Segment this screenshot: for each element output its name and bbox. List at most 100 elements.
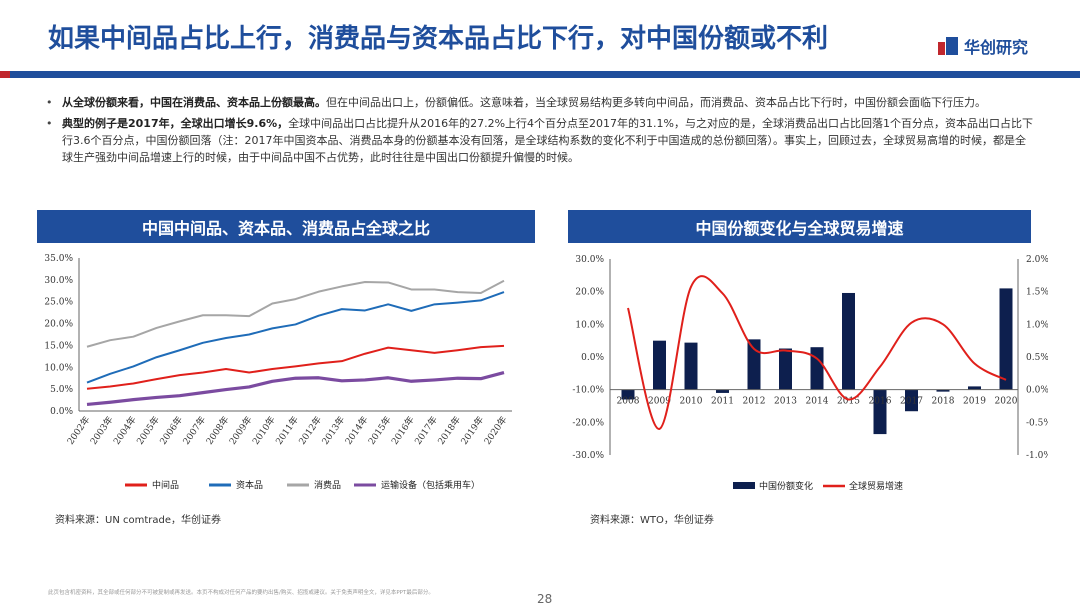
series-line-全球贸易增速 (627, 275, 1007, 430)
bar-2014 (810, 347, 824, 390)
bar-2008 (621, 389, 635, 400)
x-tick-label: 2018年 (435, 414, 463, 447)
series-line-消费品 (86, 279, 505, 348)
y-tick-label: 15.0% (44, 341, 73, 351)
x-tick-label: 2016 (869, 397, 892, 407)
y-left-tick-label: 20.0% (575, 288, 604, 298)
bar-2010 (684, 342, 698, 390)
bar-2009 (653, 340, 666, 390)
left-chart-source: 资料来源：UN comtrade，华创证券 (55, 515, 221, 526)
y-right-tick-label: 1.0% (1026, 320, 1048, 330)
brand-logo-text: 华创研究 (963, 38, 1028, 57)
x-tick-label: 2007年 (180, 414, 208, 447)
y-left-tick-label: -30.0% (572, 451, 604, 461)
x-tick-label: 2012 (743, 397, 766, 407)
bullet-item: 典型的例子是2017年，全球出口增长9.6%，全球中间品出口占比提升从2016年… (44, 115, 1034, 166)
bar-2011 (716, 389, 729, 393)
left-chart-heading: 中国中间品、资本品、消费品占全球之比 (37, 210, 535, 243)
y-tick-label: 5.0% (50, 385, 73, 395)
legend-swatch (733, 482, 755, 489)
y-tick-label: 25.0% (44, 298, 73, 308)
bullet-lead: 从全球份额来看，中国在消费品、资本品上份额最高。 (62, 96, 326, 109)
x-tick-label: 2011 (711, 397, 734, 407)
y-right-tick-label: 0.5% (1026, 353, 1048, 363)
bar-2013 (779, 348, 792, 390)
header-rule (0, 71, 1080, 78)
legend-label: 中间品 (152, 479, 179, 491)
bar-2015 (842, 292, 855, 390)
y-tick-label: 20.0% (44, 320, 73, 330)
x-tick-label: 2015 (837, 397, 860, 407)
x-tick-label: 2010 (680, 397, 703, 407)
x-tick-label: 2008年 (203, 414, 231, 447)
bullet-lead: 典型的例子是2017年，全球出口增长9.6%， (62, 117, 289, 130)
bar-2020 (999, 288, 1013, 390)
x-tick-label: 2010年 (250, 414, 278, 447)
bullet-text: 全球中间品出口占比提升从2016年的27.2%上行4个百分点至2017年的31.… (62, 117, 1033, 164)
series-line-运输设备（包括乘用车） (86, 370, 505, 407)
right-combo-chart: 30.0% 20.0% 10.0% 0.0% -10.0% -20.0% -30.0% 2.0… (572, 255, 1048, 492)
page-title: 如果中间品占比上行，消费品与资本品占比下行，对中国份额或不利 (48, 24, 829, 54)
x-tick-label: 2002年 (64, 414, 92, 447)
x-tick-label: 2016年 (389, 414, 417, 447)
bar-2016 (873, 389, 887, 435)
y-left-tick-label: 0.0% (581, 353, 604, 363)
y-right-tick-label: 2.0% (1026, 255, 1048, 265)
legend-label: 全球贸易增速 (849, 480, 903, 492)
x-tick-label: 2011年 (273, 414, 301, 447)
x-tick-label: 2019 (963, 397, 986, 407)
series-line-中间品 (86, 344, 505, 390)
x-tick-label: 2015年 (365, 414, 393, 447)
y-right-tick-label: 1.5% (1026, 288, 1048, 298)
x-tick-label: 2013年 (319, 414, 347, 447)
y-left-tick-label: -20.0% (572, 418, 604, 428)
bullet-item: 从全球份额来看，中国在消费品、资本品上份额最高。但在中间品出口上，份额偏低。这意… (44, 94, 1034, 111)
x-tick-label: 2012年 (296, 414, 324, 447)
legend-label: 中国份额变化 (759, 480, 813, 492)
legend-label: 资本品 (236, 479, 263, 491)
bullet-text: 但在中间品出口上，份额偏低。这意味着，当全球贸易结构更多转向中间品，而消费品、资… (326, 96, 986, 109)
x-tick-label: 2004年 (111, 414, 139, 447)
brand-mark-icon (937, 37, 958, 55)
y-tick-label: 0.0% (50, 407, 73, 417)
summary-bullets: 从全球份额来看，中国在消费品、资本品上份额最高。但在中间品出口上，份额偏低。这意… (44, 94, 1034, 170)
bar-2019 (968, 386, 981, 390)
bar-2012 (747, 339, 761, 390)
x-tick-label: 2009年 (226, 414, 254, 447)
legend-label: 消费品 (314, 479, 341, 491)
footer-disclaimer: 此页包含机密资料，其全部或任何部分不可被复制或再发送。本页不构成对任何产品的要约… (48, 590, 434, 596)
x-tick-label: 2008 (617, 397, 640, 407)
y-right-tick-label: -1.0% (1026, 451, 1048, 461)
x-tick-label: 2020 (995, 397, 1018, 407)
header-rule-accent (0, 71, 10, 78)
y-left-tick-label: 10.0% (575, 320, 604, 330)
bar-2017 (905, 389, 918, 412)
page-number: 28 (537, 592, 553, 606)
x-tick-label: 2020年 (481, 414, 509, 447)
y-tick-label: 30.0% (44, 276, 73, 286)
x-tick-label: 2013 (774, 397, 797, 407)
y-right-tick-label: 0.0% (1026, 386, 1048, 396)
y-tick-label: 10.0% (44, 363, 73, 373)
series-line-资本品 (86, 291, 505, 384)
x-tick-label: 2017 (900, 397, 923, 407)
right-chart-heading: 中国份额变化与全球贸易增速 (568, 210, 1031, 243)
x-tick-label: 2005年 (134, 414, 162, 447)
legend-label: 运输设备（包括乘用车） (381, 479, 480, 491)
y-left-tick-label: 30.0% (575, 255, 604, 265)
brand-logo: 华创研究 (937, 34, 1028, 58)
x-tick-label: 2009 (648, 397, 671, 407)
x-tick-label: 2003年 (87, 414, 115, 447)
y-left-tick-label: -10.0% (572, 386, 604, 396)
x-tick-label: 2006年 (157, 414, 185, 447)
x-tick-label: 2014年 (342, 414, 370, 447)
x-tick-label: 2019年 (458, 414, 486, 447)
left-line-chart: 0.0% 5.0% 10.0% 15.0% 20.0% 25.0% 30.0% 35.0% 20… (44, 254, 512, 491)
x-tick-label: 2017年 (412, 414, 440, 447)
x-tick-label: 2018 (932, 397, 955, 407)
x-tick-label: 2014 (806, 397, 829, 407)
right-chart-source: 资料来源：WTO，华创证券 (590, 515, 714, 526)
bar-2018 (936, 389, 950, 392)
y-right-tick-label: -0.5% (1026, 418, 1048, 428)
y-tick-label: 35.0% (44, 254, 73, 264)
